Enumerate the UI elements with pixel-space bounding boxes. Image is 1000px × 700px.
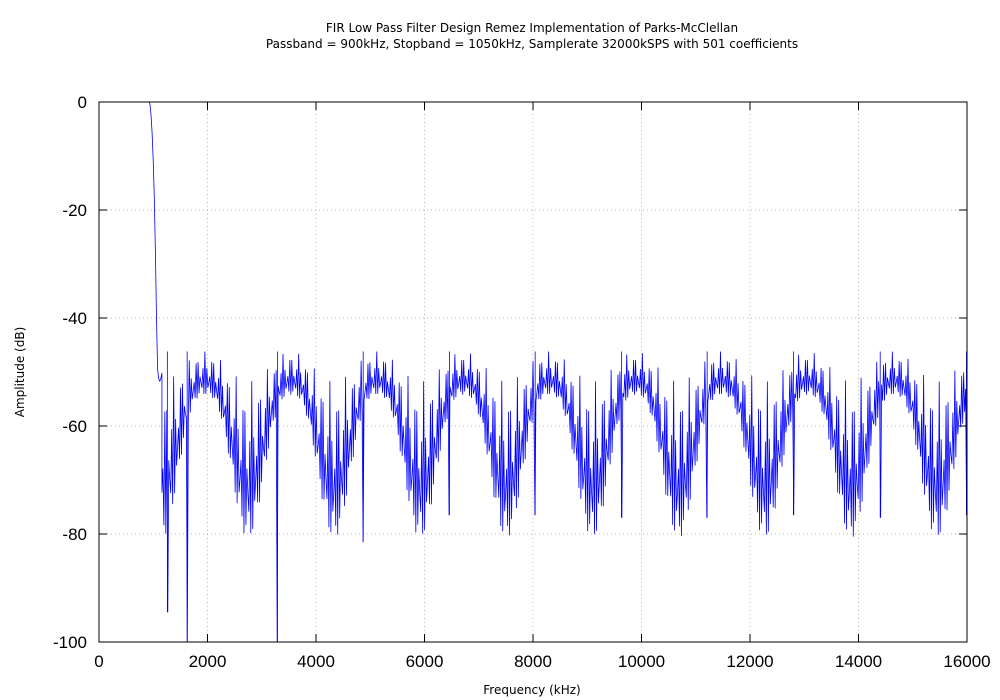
y-tick-label: -20 — [62, 201, 87, 220]
x-tick-label: 6000 — [406, 652, 444, 671]
x-tick-label: 8000 — [514, 652, 552, 671]
x-tick-label: 4000 — [297, 652, 335, 671]
y-tick-label: -100 — [53, 633, 87, 652]
y-axis-label: Amplitude (dB) — [13, 327, 27, 418]
y-tick-label: -40 — [62, 309, 87, 328]
x-tick-label: 2000 — [189, 652, 227, 671]
x-tick-label: 14000 — [835, 652, 882, 671]
axes-layer: 0 2000 4000 6000 8000 10000 12000 14000 16000 0 -2… — [53, 93, 991, 671]
chart-subtitle: Passband = 900kHz, Stopband = 1050kHz, S… — [266, 37, 798, 51]
y-tick-label: -60 — [62, 417, 87, 436]
x-tick-label: 0 — [94, 652, 103, 671]
y-tick-label: -80 — [62, 525, 87, 544]
y-tick-label: 0 — [78, 93, 87, 112]
x-tick-label: 10000 — [618, 652, 665, 671]
x-axis-label: Frequency (kHz) — [483, 683, 580, 697]
x-tick-label: 16000 — [943, 652, 990, 671]
plot-layer — [99, 101, 967, 643]
chart-title: FIR Low Pass Filter Design Remez Impleme… — [326, 21, 738, 35]
grid-layer — [99, 102, 967, 642]
x-tick-label: 12000 — [726, 652, 773, 671]
series-line — [99, 101, 967, 643]
